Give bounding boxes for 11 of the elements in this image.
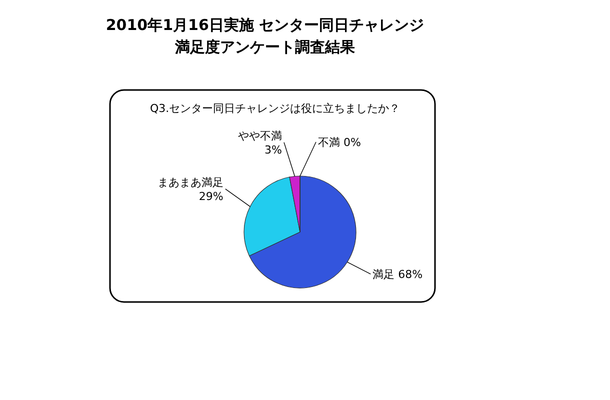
- category-label: 不満: [318, 136, 340, 149]
- slice-label: まあまあ満足: [157, 176, 224, 189]
- text: 0%: [343, 136, 361, 149]
- slice-label: やや不満: [238, 129, 282, 142]
- text: Q3.センター同日チャレンジは役に立ちましたか？: [150, 102, 400, 115]
- slice-label: 満足: [372, 268, 395, 282]
- chart-title: 2010年1月16日実施 センター同日チャレンジ: [106, 16, 424, 34]
- data-label: 68%: [394, 268, 423, 282]
- chart-subtitle: 満足度アンケート調査結果: [174, 38, 356, 56]
- data-label: 3%: [264, 143, 282, 156]
- data-label: 29%: [198, 190, 224, 203]
